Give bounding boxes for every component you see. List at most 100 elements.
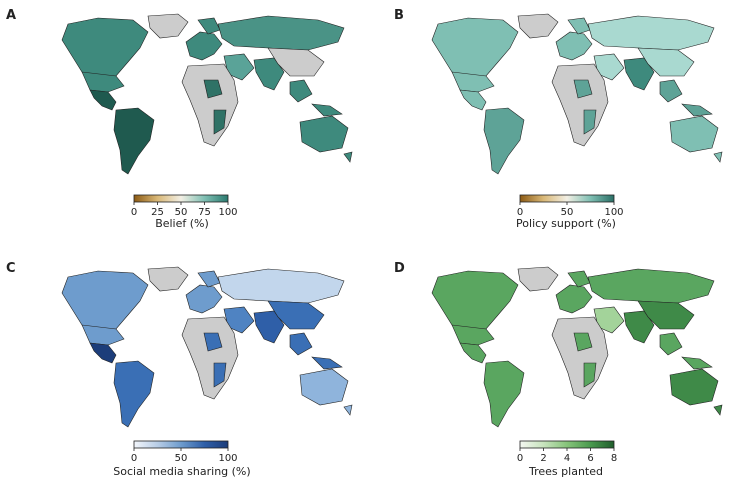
country-region-africa_hi xyxy=(573,332,593,352)
country-region-seasia xyxy=(289,79,313,103)
world-map xyxy=(61,13,353,175)
panel-letter: A xyxy=(6,8,17,23)
country-region-southamerica xyxy=(483,107,525,175)
country-region-eastasia xyxy=(637,47,695,77)
country-region-europe xyxy=(197,17,221,35)
country-region-africa_hi xyxy=(583,109,597,135)
panel-letter: C xyxy=(6,261,16,276)
country-region-russia xyxy=(587,15,715,51)
country-region-australia xyxy=(343,404,353,416)
panel-d: D 0 2 4 6 8 Trees planted xyxy=(372,241,744,482)
country-region-seasia xyxy=(289,332,313,356)
country-region-seasia xyxy=(659,332,683,356)
colorbar-tick-label: 50 xyxy=(175,453,188,464)
country-region-russia xyxy=(217,268,345,304)
colorbar-label: Policy support (%) xyxy=(516,217,616,230)
colorbar-tick-label: 0 xyxy=(517,453,523,464)
country-region-seasia xyxy=(311,103,343,117)
country-region-centralamerica xyxy=(89,342,117,364)
colorbar-label: Trees planted xyxy=(529,465,603,478)
country-region-europe xyxy=(555,31,593,61)
colorbar-gradient xyxy=(519,194,615,203)
panel-letter: D xyxy=(394,261,405,276)
country-region-eastasia xyxy=(267,47,325,77)
country-region-europe xyxy=(555,284,593,314)
world-map xyxy=(61,266,353,428)
country-region-africa xyxy=(551,63,609,147)
country-region-greenland xyxy=(517,266,559,292)
country-region-australia xyxy=(299,368,349,406)
colorbar-tick-label: 100 xyxy=(604,207,623,218)
country-region-africa xyxy=(181,316,239,400)
colorbar-gradient xyxy=(133,440,229,449)
country-region-australia xyxy=(713,151,723,163)
colorbar-gradient xyxy=(133,194,229,203)
country-region-eastasia xyxy=(267,300,325,330)
colorbar-gradient xyxy=(519,440,615,449)
country-region-africa xyxy=(551,316,609,400)
country-region-northamerica xyxy=(431,17,519,81)
country-region-australia xyxy=(669,368,719,406)
country-region-europe xyxy=(185,284,223,314)
country-region-africa xyxy=(181,63,239,147)
colorbar-tick-label: 75 xyxy=(198,207,211,218)
colorbar-tick-label: 100 xyxy=(218,207,237,218)
colorbar-tick-label: 50 xyxy=(175,207,188,218)
colorbar-tick-label: 0 xyxy=(131,207,137,218)
country-region-africa_hi xyxy=(583,362,597,388)
country-region-eastasia xyxy=(637,300,695,330)
panel-a: A 0 25 50 75 100 Belief (%) xyxy=(0,0,372,241)
country-region-northamerica xyxy=(451,324,495,346)
country-region-seasia xyxy=(659,79,683,103)
country-region-europe xyxy=(197,270,221,288)
country-region-northamerica xyxy=(81,324,125,346)
country-region-northamerica xyxy=(431,270,519,334)
colorbar-tick-label: 8 xyxy=(611,453,617,464)
country-region-greenland xyxy=(147,13,189,39)
colorbar-tick-label: 6 xyxy=(587,453,593,464)
country-region-seasia xyxy=(681,356,713,370)
country-region-russia xyxy=(217,15,345,51)
panel-b: B 0 50 100 Policy support (%) xyxy=(372,0,744,241)
country-region-africa_hi xyxy=(203,332,223,352)
colorbar-tick-label: 0 xyxy=(517,207,523,218)
country-region-centralamerica xyxy=(459,342,487,364)
country-region-russia xyxy=(587,268,715,304)
country-region-europe xyxy=(567,270,591,288)
country-region-northamerica xyxy=(61,270,149,334)
panel-c: C 0 50 100 Social media sharing (%) xyxy=(0,241,372,482)
world-map xyxy=(431,13,723,175)
country-region-greenland xyxy=(517,13,559,39)
country-region-africa_hi xyxy=(213,362,227,388)
country-region-europe xyxy=(185,31,223,61)
country-region-northamerica xyxy=(61,17,149,81)
country-region-northamerica xyxy=(451,71,495,93)
colorbar-tick-label: 2 xyxy=(540,453,546,464)
country-region-africa_hi xyxy=(203,79,223,99)
country-region-southamerica xyxy=(113,360,155,428)
colorbar-tick-label: 25 xyxy=(151,207,164,218)
world-map xyxy=(431,266,723,428)
country-region-seasia xyxy=(681,103,713,117)
country-region-southamerica xyxy=(483,360,525,428)
country-region-seasia xyxy=(311,356,343,370)
country-region-australia xyxy=(669,115,719,153)
country-region-northamerica xyxy=(81,71,125,93)
country-region-africa_hi xyxy=(573,79,593,99)
country-region-australia xyxy=(343,151,353,163)
country-region-centralamerica xyxy=(89,89,117,111)
country-region-australia xyxy=(713,404,723,416)
country-region-greenland xyxy=(147,266,189,292)
colorbar-tick-label: 0 xyxy=(131,453,137,464)
panel-letter: B xyxy=(394,8,404,23)
colorbar-label: Belief (%) xyxy=(155,217,209,230)
country-region-africa_hi xyxy=(213,109,227,135)
colorbar-tick-label: 50 xyxy=(561,207,574,218)
country-region-centralamerica xyxy=(459,89,487,111)
country-region-australia xyxy=(299,115,349,153)
colorbar-tick-label: 4 xyxy=(564,453,570,464)
country-region-europe xyxy=(567,17,591,35)
colorbar-tick-label: 100 xyxy=(218,453,237,464)
country-region-southamerica xyxy=(113,107,155,175)
colorbar-label: Social media sharing (%) xyxy=(113,465,251,478)
